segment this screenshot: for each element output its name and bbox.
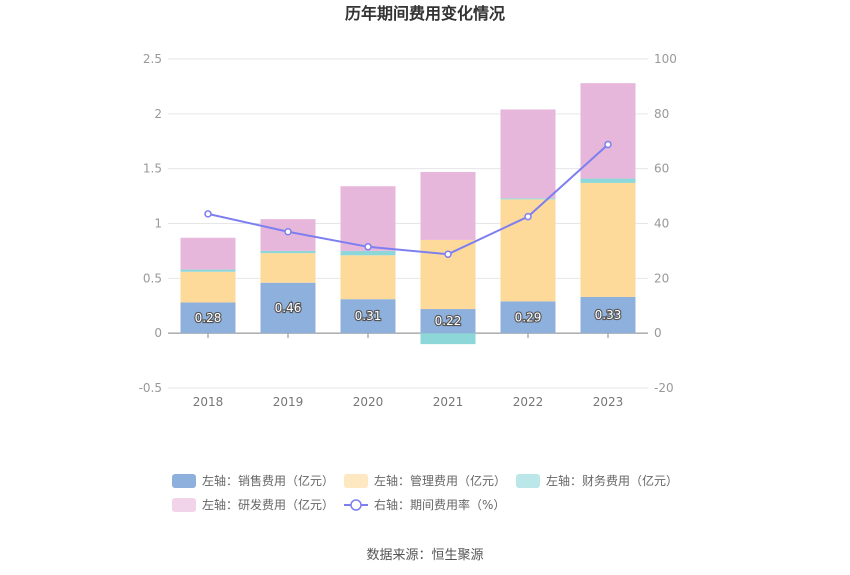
x-axis-tick-label: 2023	[593, 395, 624, 409]
x-axis-tick-label: 2018	[193, 395, 224, 409]
bar-segment	[260, 282, 316, 334]
legend-label: 左轴：研发费用（亿元）	[202, 497, 334, 512]
rate-line-point	[204, 210, 212, 218]
right-axis-tick-label: 80	[654, 107, 669, 121]
bar-segment	[500, 198, 556, 200]
x-axis-tick-label: 2022	[513, 395, 544, 409]
bar-segment	[180, 237, 236, 270]
bar-segment	[420, 333, 476, 345]
legend-label: 左轴：管理费用（亿元）	[374, 473, 506, 488]
bar-segment	[260, 253, 316, 283]
legend-swatch	[172, 498, 196, 512]
legend-line-marker	[350, 499, 362, 511]
x-axis-tick-label: 2019	[273, 395, 304, 409]
bar-segment	[420, 171, 476, 240]
bar-data-label: 0.31	[355, 309, 382, 323]
left-axis-tick-label: 2	[154, 107, 162, 121]
x-axis-tick-label: 2021	[433, 395, 464, 409]
rate-line	[204, 140, 612, 258]
bar-segment	[580, 182, 636, 297]
bar-segment	[340, 299, 396, 334]
right-axis-tick-label: 40	[654, 217, 669, 231]
legend-label: 右轴：期间费用率（%）	[374, 497, 505, 512]
bar-data-label: 0.46	[275, 301, 302, 315]
bar-segment	[180, 271, 236, 303]
bar-data-label: 0.33	[595, 308, 622, 322]
legend: 左轴：销售费用（亿元） 左轴：管理费用（亿元） 左轴：财务费用（亿元） 左轴：研发费用…	[172, 473, 678, 512]
legend-label: 左轴：财务费用（亿元）	[546, 473, 678, 488]
bar-segment	[180, 269, 236, 272]
bar-data-label: 0.28	[195, 311, 222, 325]
rate-line-point	[284, 227, 292, 236]
bars	[180, 83, 636, 345]
data-labels: 0.28 0.46 0.31 0.22 0.29 0.33	[194, 300, 623, 329]
left-axis-tick-label: 0.5	[143, 271, 162, 285]
bar-segment	[260, 250, 316, 254]
bar-data-label: 0.22	[435, 314, 462, 328]
bar-segment	[580, 83, 636, 179]
left-axis-tick-label: 2.5	[143, 52, 162, 66]
bar-segment	[420, 309, 476, 334]
rate-line-point	[524, 212, 532, 221]
legend-swatch	[516, 474, 540, 488]
left-axis-tick-label: 0	[154, 326, 162, 340]
rate-line-point	[604, 140, 612, 149]
axes: -0.5 0 0.5 1 1.5 2 2.5 -20 0 20 40 60 80 100 2018 2019 2…	[139, 52, 677, 409]
right-axis-tick-label: -20	[654, 381, 674, 395]
left-axis-tick-label: 1.5	[143, 162, 162, 176]
bar-segment	[580, 178, 636, 183]
right-axis-tick-label: 0	[654, 326, 662, 340]
bar-segment	[500, 109, 556, 199]
bar-data-label: 0.29	[515, 310, 542, 324]
x-axis-tick-label: 2020	[353, 395, 384, 409]
bar-segment	[340, 250, 396, 256]
legend-label: 左轴：销售费用（亿元）	[202, 473, 334, 488]
bar-segment	[340, 255, 396, 300]
rate-line-point	[364, 243, 372, 251]
bar-segment	[580, 296, 636, 334]
grid-lines	[168, 58, 648, 389]
bar-segment	[420, 239, 476, 310]
bar-segment	[340, 186, 396, 251]
source-note: 数据来源：恒生聚源	[366, 548, 483, 563]
left-axis-tick-label: 1	[154, 217, 162, 231]
rate-line-path	[207, 143, 609, 256]
bar-segment	[180, 302, 236, 334]
bar-segment	[500, 301, 556, 334]
legend-swatch	[344, 474, 368, 488]
right-axis-tick-label: 100	[654, 52, 677, 66]
left-axis-tick-label: -0.5	[139, 381, 162, 395]
chart-title: 历年期间费用变化情况	[345, 4, 505, 23]
legend-swatch	[172, 474, 196, 488]
rate-line-point	[444, 250, 452, 258]
right-axis-tick-label: 20	[654, 271, 669, 285]
right-axis-tick-label: 60	[654, 162, 669, 176]
